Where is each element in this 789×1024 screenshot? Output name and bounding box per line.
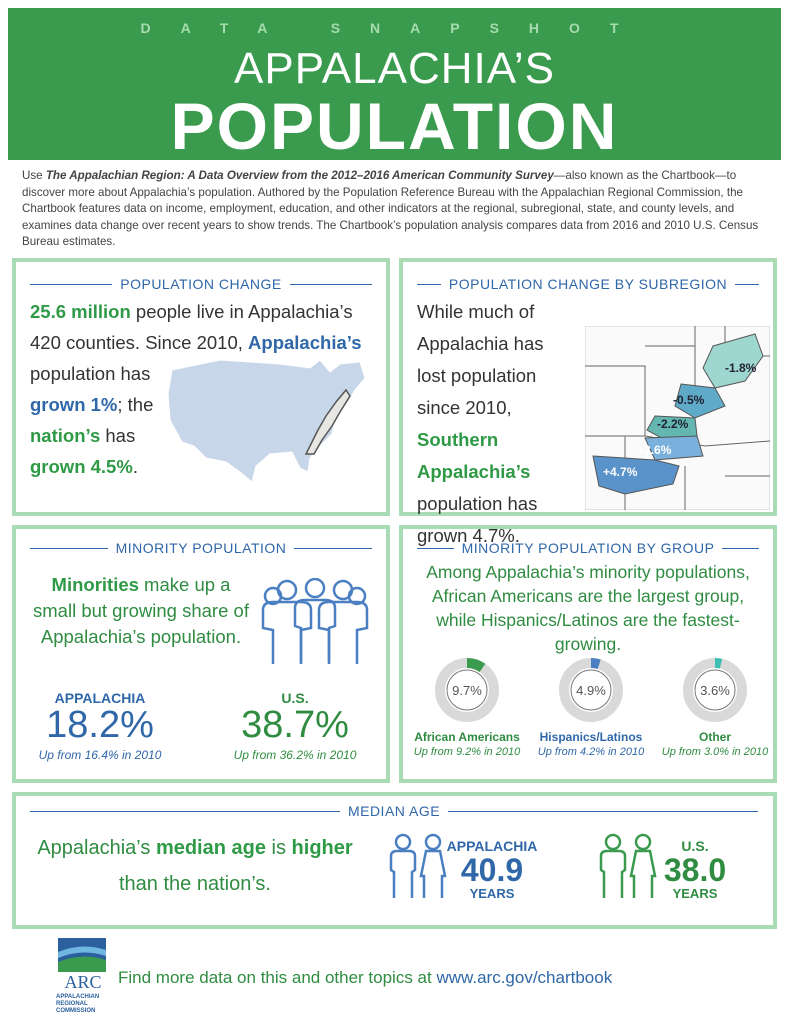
person-icons <box>389 833 447 898</box>
map-label: +2.6% <box>637 443 672 457</box>
title-line1: APPALACHIA’S <box>234 44 555 93</box>
group-text: Among Appalachia’s minority populations,… <box>426 562 750 654</box>
subregion-map: -1.8% -0.5% -2.2% +2.6% +4.7% <box>585 326 770 510</box>
stat-note: Up from 16.4% in 2010 <box>38 748 162 762</box>
text-segment: . <box>132 456 138 477</box>
text-segment: nation’s <box>30 425 101 446</box>
donut-segment <box>559 658 623 722</box>
panel <box>399 258 777 516</box>
logo-graphic <box>58 938 106 972</box>
stat-value: 40.9 <box>460 852 524 888</box>
stat-unit: YEARS <box>672 886 718 901</box>
header-band <box>8 8 781 160</box>
people-icon <box>261 578 369 664</box>
donut-label: 4.9% <box>576 683 606 698</box>
text-segment: than the nation’s. <box>119 873 271 895</box>
section-heading: POPULATION CHANGE <box>30 276 372 292</box>
map-label: +4.7% <box>603 465 638 479</box>
intro: Use The Appalachian Region: A Data Overv… <box>22 168 770 251</box>
section-heading: MINORITY POPULATION <box>30 540 372 556</box>
footer-text: Find more data on this and other topics … <box>118 968 612 988</box>
kicker: DATA SNAPSHOT <box>140 20 649 36</box>
us-map <box>167 359 366 483</box>
region-north <box>702 333 764 389</box>
stat-label: APPALACHIA <box>54 690 146 706</box>
logo-text: ARC <box>64 972 102 992</box>
group-note: Up from 4.2% in 2010 <box>538 746 645 758</box>
text-segment: 25.6 million <box>30 301 131 322</box>
panel <box>12 258 390 516</box>
text-segment: grown 1% <box>30 394 118 415</box>
text-segment: higher <box>291 837 353 859</box>
group-name: African Americans <box>414 730 520 744</box>
footer-link[interactable]: www.arc.gov/chartbook <box>436 968 613 987</box>
group-note: Up from 9.2% in 2010 <box>414 746 521 758</box>
map-label: -2.2% <box>657 417 689 431</box>
donut-inner <box>694 669 736 711</box>
text-segment: The Appalachian Region: A Data Overview … <box>45 169 554 182</box>
text-segment: —also known as the Chartbook—to discover… <box>22 169 759 248</box>
text-segment: make up a small but growing share of App… <box>33 574 249 647</box>
group-name: Hispanics/Latinos <box>540 730 643 744</box>
median-text: Appalachia’s median age is higher than t… <box>30 830 360 902</box>
text-segment: population has <box>30 363 151 384</box>
stat-value: 38.0 <box>663 852 727 888</box>
map-label: -1.8% <box>725 361 757 375</box>
text-segment: ; the <box>117 394 154 415</box>
title-line2: POPULATION <box>170 89 619 163</box>
panel <box>12 792 777 929</box>
text-segment: grown 4.5% <box>30 456 133 477</box>
subregion-text: While much of Appalachia has lost popula… <box>417 296 767 552</box>
donut-label: 9.7% <box>452 683 482 698</box>
region-north-central <box>674 383 726 419</box>
section-heading: MEDIAN AGE <box>30 803 758 819</box>
text-segment: people live in Appalachia’s 420 counties… <box>30 301 353 353</box>
text-segment: has <box>100 425 136 446</box>
section-heading: MINORITY POPULATION BY GROUP <box>417 540 759 556</box>
group-note: Up from 3.0% in 2010 <box>662 746 769 758</box>
group-name: Other <box>699 730 731 744</box>
panel <box>12 525 390 783</box>
region-south <box>592 455 680 495</box>
text-segment: Use <box>22 169 46 182</box>
person-icons <box>599 833 657 898</box>
stat-note: Up from 36.2% in 2010 <box>233 748 357 762</box>
footer-lead: Find more data on this and other topics … <box>118 968 437 987</box>
text-segment: Minorities <box>51 574 139 595</box>
region-south-central <box>644 435 704 461</box>
donut-segment <box>435 658 499 722</box>
donut-inner <box>570 669 612 711</box>
text-segment: While much of Appalachia has lost popula… <box>417 301 544 418</box>
text-segment: Southern Appalachia’s <box>417 429 531 482</box>
donut-charts: 9.7% African Americans Up from 9.2% in 201… <box>414 658 769 758</box>
donut-segment <box>683 658 747 722</box>
stat-label: U.S. <box>681 838 709 854</box>
map-label: -0.5% <box>673 393 705 407</box>
stat-value: 38.7% <box>241 704 349 746</box>
rich-text: 25.6 million people live in Appalachia’s… <box>30 301 362 477</box>
text-segment: Appalachia’s <box>37 837 156 859</box>
stat-value: 18.2% <box>46 704 154 746</box>
donut-label: 3.6% <box>700 683 730 698</box>
stat-label: U.S. <box>281 690 309 706</box>
text-segment: median age <box>155 837 266 859</box>
us-shape <box>167 359 366 483</box>
text-segment: Appalachia’s <box>248 332 362 353</box>
stat-unit: YEARS <box>469 886 515 901</box>
stat-label: APPALACHIA <box>446 838 538 854</box>
logo-caption: APPALACHIAN REGIONAL COMMISSION <box>56 994 100 1014</box>
population-change-text: 25.6 million people live in Appalachia’s… <box>30 296 380 508</box>
text-segment: is <box>265 837 292 859</box>
minority-text: Minorities make up a small but growing s… <box>28 572 254 650</box>
appalachia-shape <box>304 388 351 455</box>
panel <box>399 525 777 783</box>
section-heading: POPULATION CHANGE BY SUBREGION <box>417 276 759 292</box>
rich-text: While much of Appalachia has lost popula… <box>417 301 544 546</box>
donut-inner <box>446 669 488 711</box>
